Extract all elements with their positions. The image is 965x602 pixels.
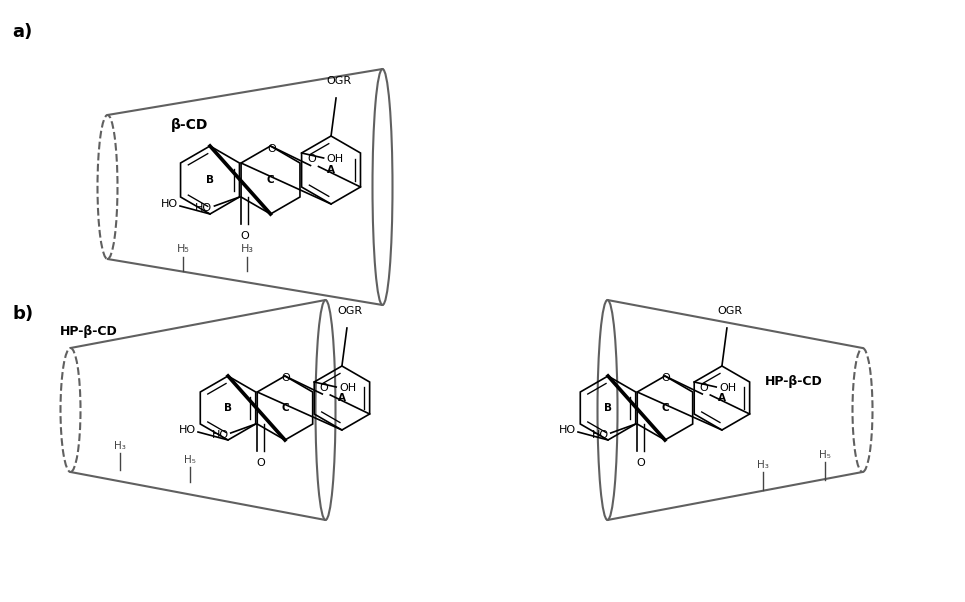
Text: HP-β-CD: HP-β-CD [765, 376, 823, 388]
Text: HO: HO [592, 430, 609, 440]
Text: HO: HO [161, 199, 178, 209]
Text: O: O [268, 143, 277, 154]
Text: H₅: H₅ [819, 450, 831, 460]
Text: O: O [307, 155, 316, 164]
Text: HO: HO [211, 430, 229, 440]
Text: C: C [281, 403, 289, 413]
Text: A: A [338, 393, 345, 403]
Text: OGR: OGR [326, 76, 351, 86]
Text: a): a) [12, 23, 32, 41]
Text: OH: OH [326, 154, 344, 164]
Text: O: O [318, 383, 328, 393]
Text: HO: HO [195, 203, 212, 213]
Text: H₅: H₅ [184, 455, 196, 465]
Text: B: B [604, 403, 612, 413]
Text: H₃: H₃ [114, 441, 126, 451]
Text: O: O [240, 231, 249, 241]
Text: H₅: H₅ [177, 244, 189, 254]
Text: OH: OH [719, 383, 736, 393]
Text: O: O [699, 383, 707, 393]
Text: OGR: OGR [338, 306, 363, 316]
Text: C: C [661, 403, 669, 413]
Text: b): b) [12, 305, 33, 323]
Text: H₃: H₃ [240, 244, 254, 254]
Text: C: C [266, 175, 274, 185]
Text: OGR: OGR [717, 306, 742, 316]
Text: O: O [257, 458, 265, 468]
Text: O: O [636, 458, 646, 468]
Text: O: O [661, 373, 670, 383]
Text: HP-β-CD: HP-β-CD [60, 326, 118, 338]
Text: B: B [224, 403, 232, 413]
Text: HO: HO [179, 425, 196, 435]
Text: A: A [718, 393, 726, 403]
Text: B: B [206, 175, 214, 185]
Text: H₃: H₃ [758, 460, 769, 470]
Text: O: O [282, 373, 290, 383]
Text: HO: HO [559, 425, 576, 435]
Text: A: A [327, 165, 335, 175]
Text: β-CD: β-CD [172, 118, 208, 132]
Text: OH: OH [340, 383, 356, 393]
